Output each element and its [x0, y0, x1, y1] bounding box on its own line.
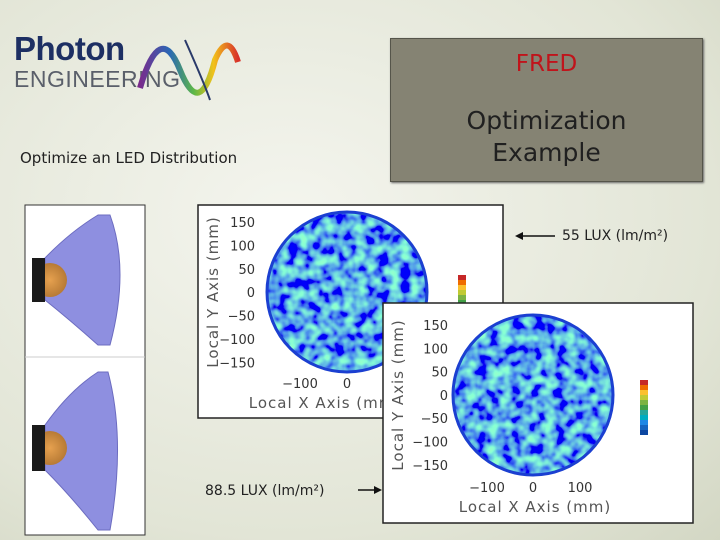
title-box: FRED Optimization Example [390, 38, 703, 182]
y-tick-label: −100 [219, 333, 255, 348]
logo-wave [137, 42, 241, 96]
heatmap [453, 315, 613, 475]
x-axis-label: Local X Axis (mm) [459, 498, 612, 516]
x-tick-label: 0 [529, 481, 537, 496]
y-tick-label: −150 [412, 459, 448, 474]
y-tick-label: 50 [431, 366, 448, 381]
lamp [32, 371, 119, 531]
y-axis-label: Local Y Axis (mm) [389, 319, 407, 470]
x-tick-label: 100 [568, 481, 593, 496]
logo-wave [184, 39, 211, 101]
legend-swatch [640, 385, 648, 390]
legend-swatch [640, 405, 648, 410]
arrow-head [374, 486, 382, 494]
y-tick-label: 100 [423, 342, 448, 357]
legend-swatch [458, 275, 466, 280]
y-tick-label: 100 [230, 239, 255, 254]
logo-sub: ENGINEERING [14, 66, 181, 92]
heatmap-edge [265, 210, 429, 374]
y-tick-label: 50 [238, 263, 255, 278]
legend-swatch [458, 285, 466, 290]
product-name: FRED [515, 51, 578, 77]
legend-swatch [458, 290, 466, 295]
y-tick-label: 150 [230, 216, 255, 231]
y-axis-label: Local Y Axis (mm) [204, 216, 222, 367]
legend-swatch [640, 380, 648, 385]
slide-title: Optimization Example [466, 106, 627, 167]
legend-swatch [458, 280, 466, 285]
legend-swatch [640, 400, 648, 405]
x-tick-label: −100 [282, 377, 318, 392]
y-tick-label: −50 [228, 310, 255, 325]
legend-swatch [640, 410, 648, 415]
arrow-head [515, 232, 523, 240]
y-tick-label: −50 [421, 412, 448, 427]
legend-swatch [640, 425, 648, 430]
logo-name: Photon [14, 30, 125, 67]
legend-swatch [640, 430, 648, 435]
subtitle: Optimize an LED Distribution [20, 149, 238, 167]
legend-swatch [640, 395, 648, 400]
heatmap-edge [451, 313, 615, 477]
y-tick-label: 0 [440, 389, 448, 404]
caption: 55 LUX (lm/m²) [562, 228, 669, 244]
lamp [32, 214, 121, 346]
caption: 88.5 LUX (lm/m²) [205, 483, 325, 499]
legend-swatch [640, 390, 648, 395]
legend-swatch [640, 420, 648, 425]
x-tick-label: −100 [469, 481, 505, 496]
y-tick-label: −100 [412, 436, 448, 451]
y-tick-label: −150 [219, 356, 255, 371]
legend-swatch [640, 415, 648, 420]
y-tick-label: 150 [423, 319, 448, 334]
legend-swatch [458, 295, 466, 300]
x-tick-label: 0 [343, 377, 351, 392]
x-axis-label: Local X Axis (mm) [249, 394, 402, 412]
y-tick-label: 0 [247, 286, 255, 301]
